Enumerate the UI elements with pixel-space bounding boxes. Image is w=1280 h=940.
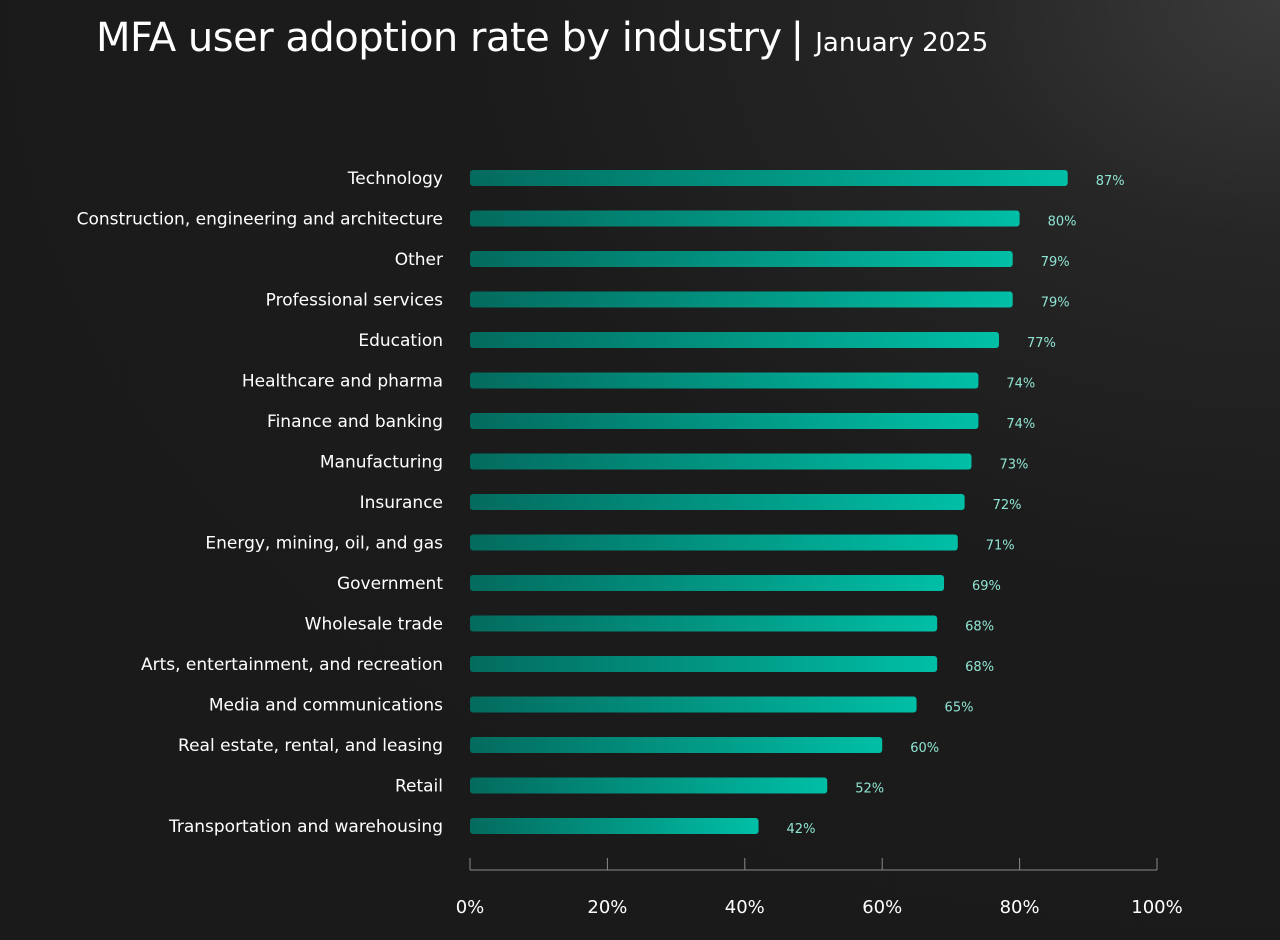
bar (470, 777, 828, 794)
x-tick-label: 60% (862, 897, 902, 918)
category-label: Government (337, 574, 443, 594)
chart-title-main: MFA user adoption rate by industry (96, 15, 782, 61)
x-tick-label: 40% (725, 897, 765, 918)
chart-title-separator: | (790, 15, 805, 61)
bar (470, 291, 1013, 308)
value-label: 72% (993, 498, 1022, 513)
value-label: 68% (965, 620, 994, 635)
value-label: 65% (945, 701, 974, 716)
category-label: Professional services (266, 291, 443, 311)
chart-subtitle: January 2025 (815, 28, 989, 58)
bars-group: Technology 87% Construction, engineering a… (77, 169, 1125, 837)
category-label: Healthcare and pharma (242, 372, 443, 392)
category-label: Wholesale trade (305, 615, 443, 635)
bar (470, 413, 979, 429)
value-label: 74% (1006, 417, 1035, 432)
value-label: 87% (1096, 174, 1125, 189)
x-tick-label: 80% (1000, 897, 1040, 918)
bar (470, 170, 1068, 186)
category-label: Retail (395, 777, 443, 797)
value-label: 73% (1000, 458, 1029, 473)
x-tick-label: 0% (456, 897, 485, 918)
category-label: Arts, entertainment, and recreation (141, 655, 443, 675)
category-label: Construction, engineering and architectu… (77, 210, 443, 230)
bar (470, 332, 999, 348)
category-label: Technology (347, 169, 443, 189)
value-label: 52% (855, 782, 884, 797)
x-axis: 0% 20% 40% 60% 80% 100% (456, 858, 1183, 918)
value-label: 79% (1041, 255, 1070, 270)
chart-title: MFA user adoption rate by industry | Jan… (96, 18, 988, 58)
value-label: 60% (910, 741, 939, 756)
x-tick-label: 20% (587, 897, 627, 918)
category-label: Finance and banking (267, 412, 443, 432)
bar (470, 534, 958, 551)
category-label: Transportation and warehousing (168, 817, 443, 837)
bar (470, 656, 938, 672)
value-label: 79% (1041, 296, 1070, 311)
x-tick-label: 100% (1131, 897, 1182, 918)
bar (470, 494, 965, 510)
category-label: Other (395, 250, 443, 270)
bar (470, 818, 759, 834)
value-label: 68% (965, 660, 994, 675)
value-label: 42% (787, 822, 816, 837)
category-label: Insurance (360, 493, 443, 513)
bar (470, 372, 979, 389)
category-label: Manufacturing (320, 453, 443, 473)
category-label: Energy, mining, oil, and gas (205, 534, 443, 554)
bar (470, 737, 883, 753)
bar (470, 575, 945, 591)
bar (470, 453, 972, 470)
bar (470, 251, 1013, 267)
value-label: 71% (986, 539, 1015, 554)
value-label: 77% (1027, 336, 1056, 351)
category-label: Media and communications (209, 696, 443, 716)
bar (470, 615, 938, 632)
value-label: 74% (1006, 377, 1035, 392)
category-label: Education (358, 331, 443, 351)
bar (470, 210, 1020, 227)
bar (470, 696, 917, 713)
value-label: 80% (1048, 215, 1077, 230)
value-label: 69% (972, 579, 1001, 594)
category-label: Real estate, rental, and leasing (178, 736, 443, 756)
